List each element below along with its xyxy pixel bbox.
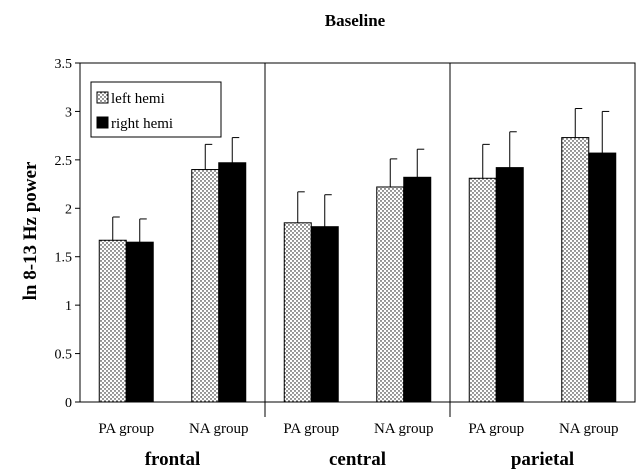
x-axis-labels: PA group NA group PA group NA group PA group… — [98, 421, 618, 437]
legend-label-right-hemi: right hemi — [111, 116, 173, 132]
category-label: NA group — [189, 421, 249, 437]
legend-box — [90, 81, 222, 138]
bar-right-hemi — [588, 152, 617, 403]
error-bars — [112, 108, 610, 243]
y-tick-label: 2.5 — [55, 154, 73, 169]
y-tick-label: 0.5 — [55, 348, 73, 363]
category-label: NA group — [559, 421, 619, 437]
bar-right-hemi — [125, 241, 154, 403]
plot-frame — [79, 62, 636, 403]
y-tick-label: 3.5 — [55, 57, 73, 72]
y-tick-label: 2 — [65, 202, 72, 217]
bar-left-hemi — [283, 222, 312, 403]
region-label-central: central — [329, 449, 386, 470]
bar-right-hemi — [403, 176, 432, 403]
region-label-frontal: frontal — [145, 449, 201, 470]
category-label: PA group — [468, 421, 524, 437]
bar-left-hemi — [191, 169, 220, 403]
region-labels: frontal central parietal — [145, 449, 574, 470]
region-label-parietal: parietal — [511, 449, 574, 470]
bars — [98, 137, 617, 403]
bar-left-hemi — [561, 137, 590, 403]
y-tick-label: 3 — [65, 105, 72, 120]
legend-label-left-hemi: left hemi — [111, 91, 165, 107]
category-label: NA group — [374, 421, 434, 437]
category-label: PA group — [98, 421, 154, 437]
y-axis: 0 0.5 1 1.5 2 2.5 3 3.5 — [55, 57, 80, 411]
legend-swatch-left-hemi — [96, 91, 109, 104]
bar-left-hemi — [468, 177, 497, 403]
bar-left-hemi — [376, 186, 405, 403]
y-tick-label: 1 — [65, 299, 72, 314]
category-label: PA group — [283, 421, 339, 437]
legend-swatch-right-hemi — [96, 116, 109, 129]
bar-left-hemi — [98, 239, 127, 403]
y-tick-label: 0 — [65, 396, 72, 411]
legend: left hemi right hemi — [90, 81, 222, 138]
y-axis-label: ln 8-13 Hz power — [20, 161, 41, 300]
y-tick-label: 1.5 — [55, 251, 73, 266]
bar-right-hemi — [218, 162, 247, 403]
bar-right-hemi — [495, 167, 524, 403]
plot-area — [79, 62, 636, 417]
bar-right-hemi — [310, 226, 339, 403]
chart-title: Baseline — [325, 11, 386, 30]
